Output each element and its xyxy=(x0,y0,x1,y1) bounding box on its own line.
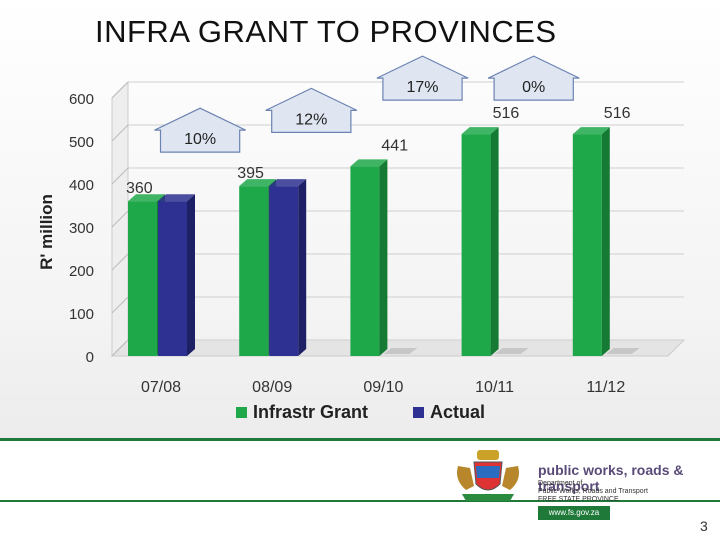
bar-infrastr-grant xyxy=(128,201,157,356)
legend-label: Infrastr Grant xyxy=(253,402,368,422)
org-dept-line: FREE STATE PROVINCE xyxy=(538,496,619,503)
x-tick-label: 10/11 xyxy=(475,379,514,396)
bar-actual-empty xyxy=(383,348,418,354)
data-label: 360 xyxy=(126,180,153,197)
bar-actual-top xyxy=(269,179,307,187)
gridline-side xyxy=(111,210,129,228)
bar-actual-empty xyxy=(494,348,529,354)
page-number: 3 xyxy=(700,518,708,534)
bar-actual-side xyxy=(187,194,195,356)
bar-infrastr-grant xyxy=(239,186,269,356)
y-tick-label: 400 xyxy=(69,177,94,194)
gridline-side xyxy=(111,339,129,357)
coat-of-arms-logo xyxy=(457,450,519,501)
bar-actual xyxy=(269,186,299,356)
y-axis-label: R' million xyxy=(37,194,56,270)
legend-swatch xyxy=(413,407,424,418)
bar-infrastr-grant-side xyxy=(601,127,610,357)
x-tick-label: 07/08 xyxy=(141,379,181,396)
legend-swatch xyxy=(236,407,247,418)
bar-infrastr-grant-top xyxy=(572,127,610,135)
x-tick-label: 08/09 xyxy=(252,379,292,396)
data-label: 516 xyxy=(604,105,631,122)
gridline-side xyxy=(111,296,129,314)
org-name: public works, roads & transport xyxy=(538,462,684,494)
y-tick-label: 300 xyxy=(69,220,94,237)
y-tick-label: 500 xyxy=(69,134,94,151)
bar-infrastr-grant xyxy=(461,134,491,356)
y-tick-label: 200 xyxy=(69,263,94,280)
growth-label: 0% xyxy=(522,79,545,96)
bar-infrastr-grant-side xyxy=(490,127,499,357)
bar-infrastr-grant-top xyxy=(461,127,499,135)
growth-arrow xyxy=(154,107,246,153)
y-tick-label: 600 xyxy=(69,91,94,108)
bar-infrastr-grant xyxy=(350,166,380,356)
footer-bottom-divider xyxy=(0,500,720,502)
org-dept-line: Department of xyxy=(538,480,583,487)
growth-arrow xyxy=(487,55,580,101)
bar-actual-top xyxy=(158,194,195,202)
bar-infrastr-grant-top xyxy=(350,159,388,167)
y-tick-label: 100 xyxy=(69,306,94,323)
page-title: INFRA GRANT TO PROVINCES xyxy=(95,14,557,49)
bar-infrastr-grant-top xyxy=(128,194,165,202)
website-badge: www.fs.gov.za xyxy=(538,506,610,520)
gridline-side xyxy=(111,81,129,99)
bar-infrastr-grant xyxy=(572,134,602,356)
growth-arrow xyxy=(265,87,358,133)
footer-band xyxy=(0,438,720,540)
gridline-side xyxy=(111,124,129,142)
bar-chart: 0 100 200 300 400 500 600 R' million 360 07/08 395… xyxy=(37,55,686,422)
org-department: Department of Public Works, Roads and Tr… xyxy=(538,480,678,504)
data-label: 395 xyxy=(237,165,264,182)
data-label: 516 xyxy=(493,105,520,122)
gridline-side xyxy=(111,253,129,271)
gridline-side xyxy=(111,167,129,185)
x-tick-label: 11/12 xyxy=(586,379,625,396)
growth-label: 12% xyxy=(295,111,327,128)
bar-actual-side xyxy=(298,179,307,356)
growth-arrow xyxy=(376,55,469,101)
bar-actual xyxy=(158,201,187,356)
bar-actual-empty xyxy=(605,348,640,354)
bar-infrastr-grant-top xyxy=(239,179,277,187)
y-tick-label: 0 xyxy=(86,349,94,366)
growth-label: 17% xyxy=(406,79,438,96)
data-label: 441 xyxy=(381,137,408,154)
legend-label: Actual xyxy=(430,402,485,422)
footer-divider xyxy=(0,438,720,441)
bar-infrastr-grant-side xyxy=(379,159,388,356)
growth-label: 10% xyxy=(184,131,216,148)
x-tick-label: 09/10 xyxy=(363,379,403,396)
org-dept-line: Public Works, Roads and Transport xyxy=(538,488,648,495)
